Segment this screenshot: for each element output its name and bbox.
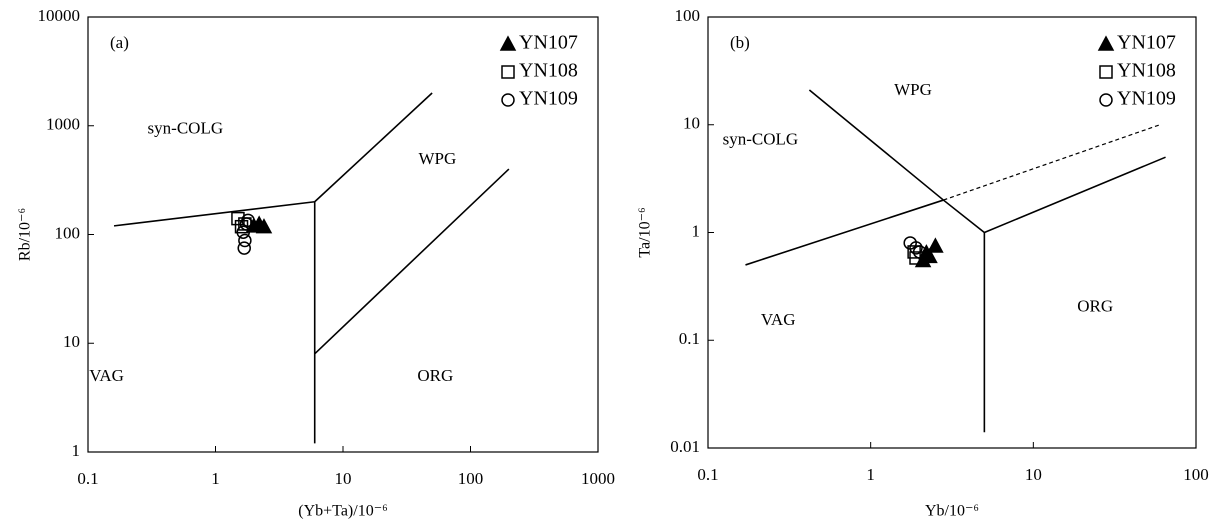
panel-label: (a): [110, 33, 129, 52]
y-tick-label: 1000: [46, 115, 80, 134]
marker-circle: [236, 225, 250, 239]
boundary-line: [314, 168, 510, 355]
x-tick-label: 1: [866, 465, 875, 484]
boundary-line: [745, 199, 944, 266]
y-tick-label: 1: [692, 221, 701, 240]
y-tick-label: 100: [55, 223, 81, 242]
region-label: WPG: [419, 149, 457, 168]
marker-square: [501, 65, 515, 79]
region-label: ORG: [417, 366, 453, 385]
plot-frame: [87, 16, 599, 453]
x-tick-label: 10: [335, 469, 352, 488]
y-tick-label: 0.01: [670, 437, 700, 456]
marker-circle: [912, 245, 927, 259]
legend-label: YN109: [1117, 88, 1176, 110]
y-axis-label: Rb/10⁻⁶: [17, 208, 34, 261]
x-axis-label: Yb/10⁻⁶: [925, 503, 979, 520]
marker-circle: [501, 93, 515, 107]
plot-frame: [707, 16, 1197, 449]
marker-circle: [1099, 93, 1113, 107]
y-tick-label: 10: [683, 114, 700, 133]
marker-triangle: [921, 247, 938, 264]
boundary-line: [113, 200, 315, 227]
x-axis-label: (Yb+Ta)/10⁻⁶: [298, 503, 387, 520]
x-tick-label: 10: [1025, 465, 1042, 484]
x-tick-label: 1: [211, 469, 220, 488]
boundary-line: [314, 92, 433, 203]
panel-label: (b): [730, 33, 750, 52]
marker-triangle: [1097, 35, 1115, 51]
marker-triangle: [927, 237, 944, 253]
region-label: syn-COLG: [723, 130, 799, 149]
boundary-line: [984, 156, 1166, 234]
marker-triangle: [499, 35, 517, 51]
legend-label: YN107: [1117, 32, 1176, 54]
legend-label: YN107: [519, 32, 578, 54]
region-label: VAG: [89, 366, 124, 385]
legend-label: YN108: [1117, 60, 1176, 82]
y-tick-label: 10000: [38, 6, 81, 25]
marker-circle: [239, 217, 254, 231]
legend-label: YN108: [519, 60, 578, 82]
boundary-line: [943, 124, 1161, 201]
x-tick-label: 100: [1183, 465, 1209, 484]
boundary-line: [808, 89, 985, 234]
y-tick-label: 100: [675, 6, 701, 25]
region-label: VAG: [761, 310, 796, 329]
x-tick-label: 0.1: [697, 465, 718, 484]
y-axis-label: Ta/10⁻⁶: [637, 207, 654, 257]
legend-label: YN109: [519, 88, 578, 110]
region-label: ORG: [1077, 297, 1113, 316]
y-tick-label: 10: [63, 332, 80, 351]
y-tick-label: 1: [72, 441, 81, 460]
y-tick-label: 0.1: [679, 329, 700, 348]
marker-circle: [237, 241, 251, 255]
region-label: syn-COLG: [148, 119, 224, 138]
region-label: WPG: [894, 80, 932, 99]
x-tick-label: 1000: [581, 469, 615, 488]
marker-square: [1099, 65, 1113, 79]
x-tick-label: 0.1: [77, 469, 98, 488]
marker-circle: [909, 241, 923, 255]
marker-triangle: [255, 218, 273, 234]
x-tick-label: 100: [458, 469, 484, 488]
marker-circle: [238, 233, 252, 248]
